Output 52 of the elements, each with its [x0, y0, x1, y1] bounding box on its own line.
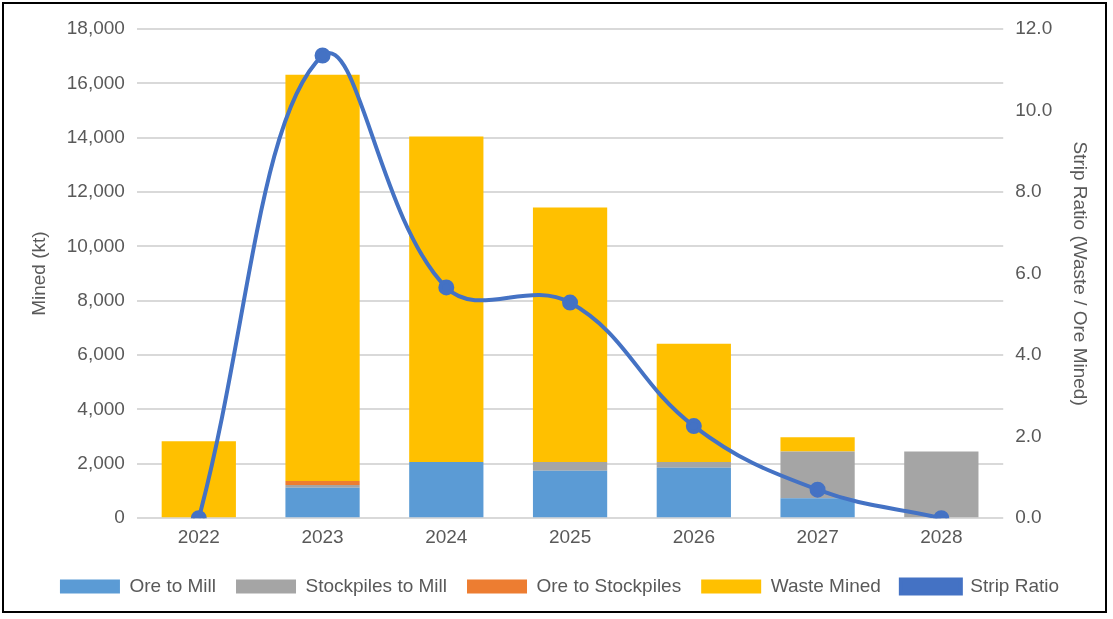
- point: [685, 418, 702, 435]
- y-tick-label: 0: [114, 506, 125, 528]
- x-tick-label: 2024: [425, 525, 468, 547]
- y-tick-label: 18,000: [66, 17, 125, 39]
- bar: [656, 461, 731, 468]
- bar: [532, 470, 608, 518]
- point: [562, 294, 579, 311]
- bar: [904, 451, 979, 518]
- legend-label: Ore to Stockpiles: [536, 574, 682, 596]
- point: [809, 481, 826, 498]
- bar: [285, 74, 360, 481]
- y-tick-label: 12,000: [66, 180, 125, 202]
- x-tick-label: 2022: [177, 525, 220, 547]
- legend-label: Ore to Mill: [129, 574, 217, 596]
- bar: [285, 480, 360, 486]
- y2-tick-label: 10.0: [1015, 98, 1053, 120]
- bar: [656, 467, 731, 518]
- y2-tick-label: 12.0: [1015, 17, 1053, 39]
- bar: [532, 461, 608, 471]
- y-tick-label: 10,000: [66, 234, 125, 256]
- y-tick-label: 6,000: [77, 343, 125, 365]
- bar: [780, 437, 855, 452]
- point: [438, 279, 455, 296]
- x-tick-label: 2025: [548, 525, 592, 547]
- legend-label: Strip Ratio: [970, 574, 1060, 596]
- y-tick-label: 2,000: [77, 452, 125, 474]
- y-tick-label: 8,000: [77, 289, 125, 311]
- x-tick-label: 2028: [920, 525, 963, 547]
- bar: [161, 441, 236, 518]
- y2-tick-label: 6.0: [1015, 261, 1042, 283]
- x-tick-label: 2026: [672, 525, 715, 547]
- bar: [656, 343, 731, 462]
- y2-tick-label: 8.0: [1015, 180, 1042, 202]
- bar: [409, 461, 484, 518]
- y2-axis-title: Strip Ratio (Waste / Ore Mined): [1070, 141, 1092, 406]
- point: [314, 47, 331, 64]
- y2-tick-label: 2.0: [1015, 424, 1042, 446]
- bar: [285, 487, 360, 518]
- bar: [285, 485, 360, 488]
- y-tick-label: 4,000: [77, 397, 125, 419]
- bar: [409, 136, 484, 462]
- bar: [780, 498, 855, 518]
- y-tick-label: 16,000: [66, 71, 125, 93]
- legend-label: Waste Mined: [770, 574, 881, 596]
- bar: [532, 207, 608, 462]
- x-tick-label: 2027: [796, 525, 839, 547]
- y-tick-label: 14,000: [66, 125, 125, 147]
- legend-label: Stockpiles to Mill: [305, 574, 448, 596]
- y-axis-title: Mined (kt): [27, 231, 49, 316]
- x-tick-label: 2023: [301, 525, 344, 547]
- y2-tick-label: 4.0: [1015, 343, 1042, 365]
- y2-tick-label: 0.0: [1015, 506, 1042, 528]
